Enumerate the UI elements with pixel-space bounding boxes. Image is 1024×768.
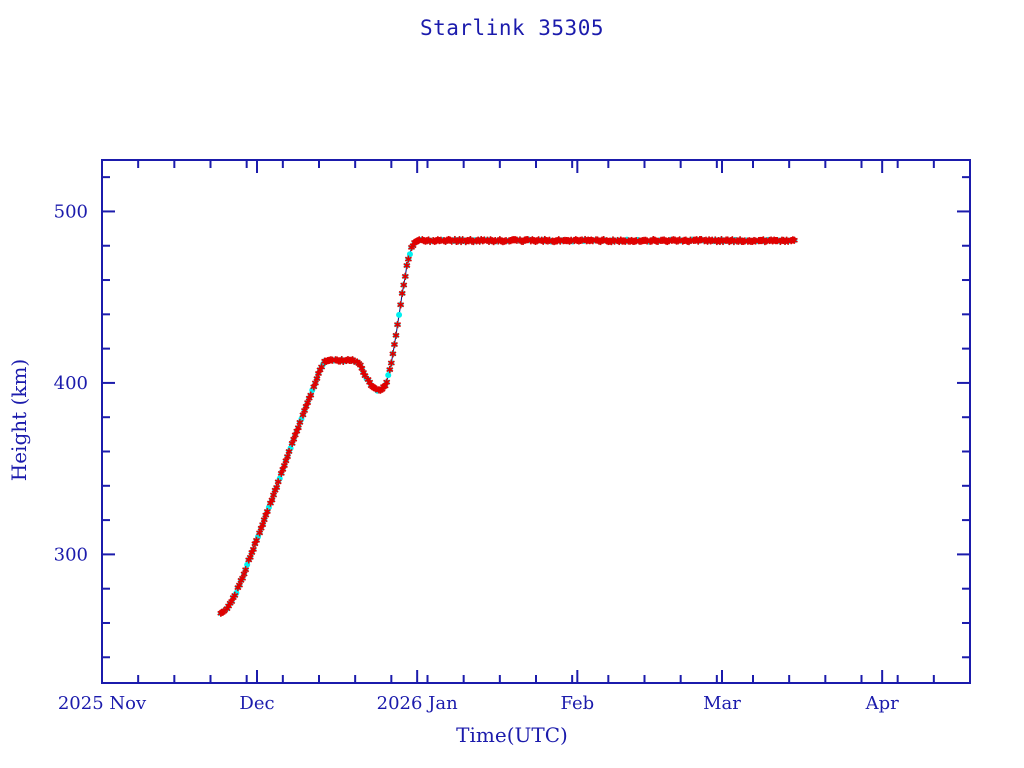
data-point-primary bbox=[403, 261, 411, 270]
data-point-primary bbox=[389, 350, 397, 358]
x-axis-ticks bbox=[101, 160, 935, 683]
data-point-primary bbox=[401, 272, 409, 280]
data-point-primary bbox=[313, 374, 321, 383]
data-point-primary bbox=[398, 289, 406, 297]
data-point-primary bbox=[390, 340, 398, 349]
data-point-primary bbox=[404, 255, 412, 263]
data-point-primary bbox=[252, 536, 261, 544]
x-tick-label: Apr bbox=[865, 693, 900, 714]
x-axis-title: Time(UTC) bbox=[456, 723, 568, 747]
data-point-primary bbox=[274, 478, 282, 486]
x-axis-tick-labels: 2025 Nov Dec 2026 Jan Feb Mar Apr bbox=[58, 693, 899, 714]
data-point-primary bbox=[249, 545, 257, 553]
data-point-primary bbox=[246, 553, 254, 561]
data-point-primary bbox=[273, 483, 281, 492]
data-point-primary bbox=[387, 359, 395, 367]
y-tick-label: 400 bbox=[54, 373, 88, 394]
y-tick-label: 500 bbox=[54, 201, 88, 222]
y-axis-title: Height (km) bbox=[7, 359, 31, 481]
data-point-primary bbox=[318, 363, 326, 371]
data-point-primary bbox=[400, 281, 408, 289]
data-point-primary bbox=[296, 418, 304, 427]
page-title: Starlink 35305 bbox=[419, 16, 604, 40]
primary-markers bbox=[217, 235, 798, 617]
x-tick-label: Feb bbox=[560, 693, 594, 714]
data-point-primary bbox=[285, 447, 293, 456]
data-point-primary bbox=[394, 321, 402, 329]
data-point-primary bbox=[283, 453, 292, 461]
data-point-primary bbox=[263, 507, 271, 516]
x-tick-label: Mar bbox=[703, 693, 741, 714]
data-point-primary bbox=[383, 378, 391, 386]
x-tick-label: 2026 Jan bbox=[377, 693, 458, 714]
secondary-markers bbox=[217, 236, 798, 617]
data-point-primary bbox=[294, 424, 302, 432]
y-tick-label: 300 bbox=[54, 544, 88, 565]
data-point-primary bbox=[386, 365, 394, 374]
x-tick-label: Dec bbox=[239, 693, 274, 714]
data-line bbox=[220, 238, 795, 614]
data-point-primary bbox=[268, 496, 276, 504]
y-axis-ticks bbox=[102, 176, 970, 659]
data-point-primary bbox=[259, 521, 267, 529]
data-point-secondary bbox=[396, 311, 403, 318]
x-tick-label: 2025 Nov bbox=[58, 693, 147, 714]
data-point-primary bbox=[242, 566, 250, 574]
data-point-primary bbox=[307, 391, 315, 399]
data-point-primary bbox=[392, 331, 400, 339]
data-point-primary bbox=[397, 301, 405, 309]
data-point-primary bbox=[790, 236, 798, 244]
data-point-primary bbox=[231, 591, 239, 600]
y-axis-tick-labels: 300 400 500 bbox=[54, 201, 88, 565]
data-point-secondary bbox=[385, 372, 392, 379]
